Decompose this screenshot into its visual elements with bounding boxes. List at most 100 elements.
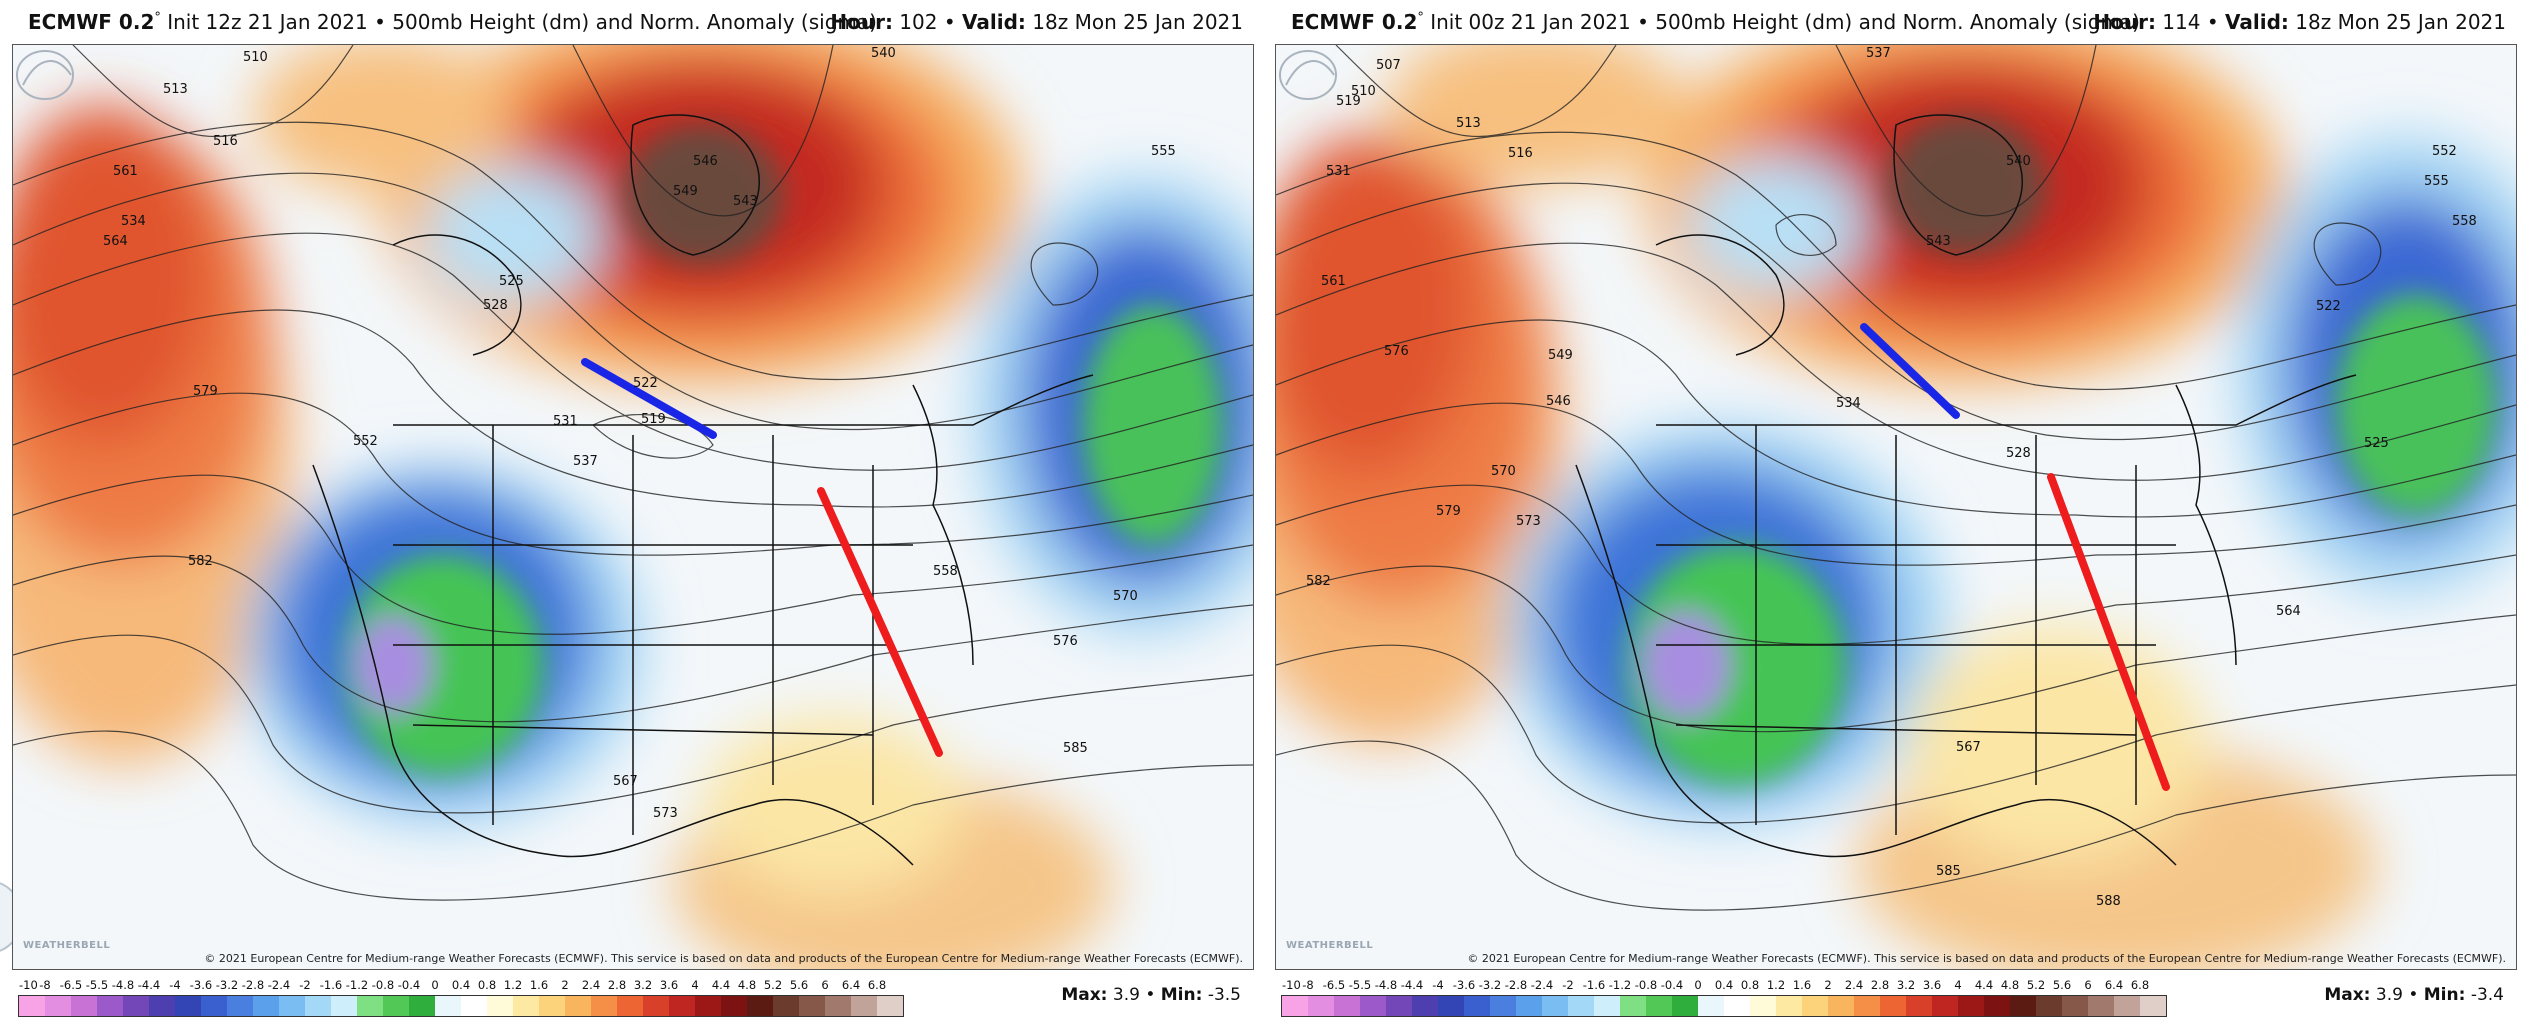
colorbar-tick-label: -5.5	[1348, 978, 1372, 992]
left-contour-label: 549	[673, 184, 698, 199]
colorbar-swatch	[253, 996, 279, 1016]
colorbar-swatch	[1932, 996, 1958, 1016]
colorbar-tick-label: -0.8	[1634, 978, 1658, 992]
left-map-graphic: 510 513 516 519 522 525 528 531 534 537 …	[13, 45, 1253, 969]
left-contour-label: 579	[193, 384, 218, 399]
colorbar-tick-label: 6	[821, 978, 829, 992]
colorbar-tick-label: -2.4	[267, 978, 291, 992]
left-contour-label: 573	[653, 806, 678, 821]
right-contour-label: 588	[2096, 894, 2121, 909]
right-contour-label: 519	[1336, 94, 1361, 109]
right-contour-label: 516	[1508, 146, 1533, 161]
colorbar-swatch	[1724, 996, 1750, 1016]
colorbar-tick-label: -3.6	[1452, 978, 1476, 992]
colorbar-tick-label: -3.2	[215, 978, 239, 992]
colorbar-tick-label: 6.8	[867, 978, 887, 992]
colorbar-swatch	[1828, 996, 1854, 1016]
colorbar-swatch	[539, 996, 565, 1016]
colorbar-swatch	[331, 996, 357, 1016]
colorbar-swatch	[565, 996, 591, 1016]
right-contour-label: 522	[2316, 299, 2341, 314]
right-contour-label: 564	[2276, 604, 2301, 619]
left-model: ECMWF 0.2	[28, 10, 155, 34]
colorbar-tick-label: -8	[39, 978, 51, 992]
right-maxmin: Max: 3.9 • Min: -3.4	[2324, 985, 2504, 1005]
colorbar-swatch	[1490, 996, 1516, 1016]
left-contour-label: 534	[121, 214, 146, 229]
colorbar-swatch	[487, 996, 513, 1016]
colorbar-swatch	[435, 996, 461, 1016]
right-contour-label: 570	[1491, 464, 1516, 479]
colorbar-tick-label: 2.4	[1844, 978, 1864, 992]
colorbar-tick-label: 0.8	[477, 978, 497, 992]
left-contour-label: 561	[113, 164, 138, 179]
colorbar-swatch	[2088, 996, 2114, 1016]
colorbar-swatch	[1958, 996, 1984, 1016]
left-contour-label: 525	[499, 274, 524, 289]
left-contour-label: 552	[353, 434, 378, 449]
colorbar-tick-label: 3.2	[633, 978, 653, 992]
colorbar-swatch	[721, 996, 747, 1016]
left-map-panel: ECMWF 0.2° Init 12z 21 Jan 2021 • 500mb …	[12, 10, 1254, 1017]
colorbar-swatch	[1750, 996, 1776, 1016]
colorbar-tick-label: 6.4	[2104, 978, 2124, 992]
colorbar-swatch	[149, 996, 175, 1016]
colorbar-tick-label: -1.6	[319, 978, 343, 992]
colorbar-tick-label: 3.6	[1922, 978, 1942, 992]
colorbar-tick-label: 1.6	[1792, 978, 1812, 992]
right-model: ECMWF 0.2	[1291, 10, 1418, 34]
colorbar-tick-label: 4.4	[1974, 978, 1994, 992]
colorbar-tick-label: -2	[1562, 978, 1574, 992]
colorbar-swatch	[175, 996, 201, 1016]
colorbar-tick-label: -0.8	[371, 978, 395, 992]
colorbar-swatch	[617, 996, 643, 1016]
right-valid: 18z Mon 25 Jan 2021	[2295, 10, 2506, 34]
colorbar-swatch	[357, 996, 383, 1016]
colorbar-tick-label: -1.6	[1582, 978, 1606, 992]
left-contour-label: 570	[1113, 589, 1138, 604]
colorbar-tick-label: 5.6	[2052, 978, 2072, 992]
right-contour-label: 585	[1936, 864, 1961, 879]
left-map[interactable]: 510 513 516 519 522 525 528 531 534 537 …	[12, 44, 1254, 970]
left-contour-label: 558	[933, 564, 958, 579]
weatherbell-logo-text: WEATHERBELL	[23, 940, 111, 951]
colorbar-swatch	[1594, 996, 1620, 1016]
left-valid: 18z Mon 25 Jan 2021	[1032, 10, 1243, 34]
colorbar-swatch	[591, 996, 617, 1016]
colorbar-tick-label: -10	[19, 978, 38, 992]
left-contour-label: 543	[733, 194, 758, 209]
colorbar-swatch	[1464, 996, 1490, 1016]
right-colorbar-ticks: -10 -8 -6.5 -5.5 -4.8 -4.4 -4 -3.6 -3.2 -2.8 -2.4-…	[1281, 978, 2181, 994]
left-contour-label: 516	[213, 134, 238, 149]
colorbar-swatch	[1542, 996, 1568, 1016]
colorbar-tick-label: -6.5	[1322, 978, 1346, 992]
left-maxmin: Max: 3.9 • Min: -3.5	[1061, 985, 1241, 1005]
right-contour-label: 576	[1384, 344, 1409, 359]
left-hour-label: Hour:	[830, 10, 893, 34]
right-init: Init 00z 21 Jan 2021	[1430, 10, 1631, 34]
left-degree: °	[154, 10, 161, 26]
colorbar-swatch	[877, 996, 903, 1016]
colorbar-tick-label: 4.4	[711, 978, 731, 992]
right-copyright: © 2021 European Centre for Medium-range …	[1467, 952, 2506, 965]
colorbar-swatch	[1906, 996, 1932, 1016]
right-contour-label: 567	[1956, 740, 1981, 755]
colorbar-swatch	[1334, 996, 1360, 1016]
right-map[interactable]: 507 510 513 516 519 522 525 528 531 534 …	[1275, 44, 2517, 970]
right-contour-label: 555	[2424, 174, 2449, 189]
colorbar-tick-label: 6.8	[2130, 978, 2150, 992]
left-colorbar-ticks: -10 -8 -6.5 -5.5 -4.8 -4.4 -4 -3.6 -3.2 -2.8 -2.4-…	[18, 978, 918, 994]
colorbar-tick-label: -8	[1302, 978, 1314, 992]
colorbar-tick-label: 2.8	[607, 978, 627, 992]
colorbar-swatch	[1282, 996, 1308, 1016]
colorbar-tick-label: 3.6	[659, 978, 679, 992]
right-field: 500mb Height (dm) and Norm. Anomaly (sig…	[1655, 10, 2140, 34]
colorbar-tick-label: -4.4	[137, 978, 161, 992]
colorbar-swatch	[747, 996, 773, 1016]
colorbar-swatch	[227, 996, 253, 1016]
left-contour-label: 555	[1151, 144, 1176, 159]
colorbar-swatch	[1308, 996, 1334, 1016]
colorbar-swatch	[1516, 996, 1542, 1016]
right-contour-label: 528	[2006, 446, 2031, 461]
colorbar-swatch	[825, 996, 851, 1016]
